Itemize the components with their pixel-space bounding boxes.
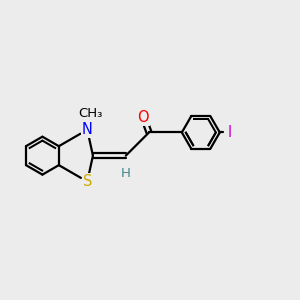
Text: S: S	[82, 174, 92, 189]
Text: N: N	[82, 122, 93, 137]
Text: I: I	[228, 125, 232, 140]
Text: O: O	[138, 110, 149, 124]
Text: CH₃: CH₃	[78, 107, 102, 120]
Text: H: H	[121, 167, 131, 180]
